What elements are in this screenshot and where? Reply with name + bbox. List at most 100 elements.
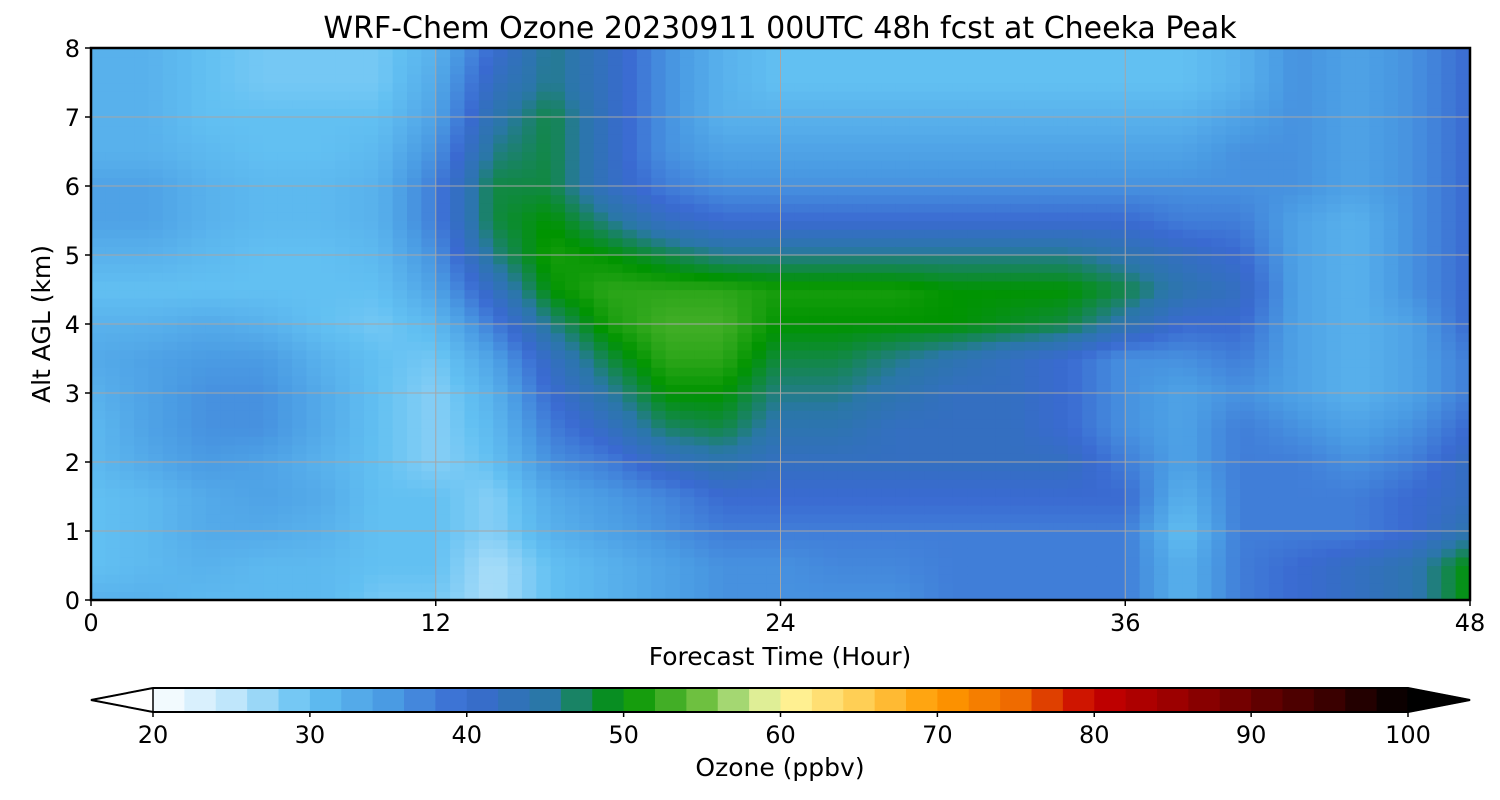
heatmap-cell bbox=[622, 306, 638, 316]
heatmap-cell bbox=[1441, 513, 1457, 523]
heatmap-cell bbox=[478, 203, 494, 213]
heatmap-cell bbox=[421, 341, 437, 351]
heatmap-cell bbox=[579, 574, 595, 584]
heatmap-cell bbox=[636, 272, 652, 282]
heatmap-cell bbox=[1125, 565, 1141, 575]
heatmap-cell bbox=[679, 280, 695, 291]
heatmap-cell bbox=[780, 203, 796, 213]
heatmap-cell bbox=[651, 168, 667, 178]
heatmap-cell bbox=[852, 436, 868, 446]
heatmap-cell bbox=[493, 531, 509, 541]
heatmap-cell bbox=[924, 177, 940, 187]
heatmap-cell bbox=[177, 565, 193, 575]
heatmap-cell bbox=[737, 539, 753, 549]
heatmap-cell bbox=[708, 151, 724, 161]
heatmap-cell bbox=[694, 539, 710, 549]
heatmap-cell bbox=[1426, 591, 1442, 600]
heatmap-cell bbox=[1383, 462, 1399, 472]
heatmap-cell bbox=[909, 427, 925, 437]
heatmap-cell bbox=[478, 513, 494, 523]
heatmap-cell bbox=[895, 203, 911, 213]
heatmap-cell bbox=[91, 341, 106, 351]
heatmap-cell bbox=[493, 548, 509, 558]
heatmap-cell bbox=[234, 255, 250, 265]
heatmap-cell bbox=[521, 168, 537, 178]
heatmap-cell bbox=[1096, 160, 1112, 170]
heatmap-cell bbox=[392, 470, 408, 480]
heatmap-cell bbox=[967, 375, 983, 385]
heatmap-cell bbox=[277, 298, 293, 308]
heatmap-cell bbox=[249, 220, 264, 230]
heatmap-cell bbox=[1398, 194, 1414, 204]
heatmap-cell bbox=[507, 315, 523, 325]
heatmap-cell bbox=[794, 220, 810, 230]
heatmap-cell bbox=[737, 401, 753, 411]
heatmap-cell bbox=[421, 453, 437, 463]
heatmap-cell bbox=[1096, 531, 1112, 541]
heatmap-cell bbox=[794, 203, 810, 213]
heatmap-cell bbox=[1211, 367, 1227, 377]
heatmap-cell bbox=[1211, 306, 1227, 316]
heatmap-cell bbox=[852, 401, 868, 411]
heatmap-cell bbox=[1455, 487, 1470, 498]
heatmap-cell bbox=[636, 151, 652, 161]
heatmap-cell bbox=[1340, 211, 1356, 222]
heatmap-cell bbox=[1067, 306, 1083, 316]
heatmap-cell bbox=[493, 556, 509, 567]
heatmap-cell bbox=[234, 410, 250, 420]
heatmap-cell bbox=[1297, 229, 1313, 239]
heatmap-cell bbox=[881, 255, 897, 265]
heatmap-cell bbox=[794, 358, 810, 368]
heatmap-cell bbox=[1268, 237, 1284, 247]
heatmap-cell bbox=[234, 513, 250, 523]
heatmap-cell bbox=[407, 462, 422, 472]
heatmap-cell bbox=[407, 358, 422, 368]
heatmap-cell bbox=[924, 401, 940, 411]
heatmap-cell bbox=[521, 531, 537, 541]
heatmap-cell bbox=[1153, 418, 1169, 429]
heatmap-cell bbox=[1383, 194, 1399, 204]
heatmap-cell bbox=[895, 513, 911, 523]
heatmap-cell bbox=[378, 453, 394, 463]
heatmap-cell bbox=[205, 211, 221, 222]
heatmap-cell bbox=[493, 211, 509, 222]
heatmap-cell bbox=[464, 375, 480, 385]
heatmap-cell bbox=[1039, 349, 1055, 360]
heatmap-cell bbox=[924, 591, 940, 600]
heatmap-cell bbox=[191, 237, 207, 247]
heatmap-cell bbox=[306, 375, 322, 385]
heatmap-cell bbox=[1326, 220, 1342, 230]
heatmap-cell bbox=[1326, 246, 1342, 256]
heatmap-cell bbox=[1268, 444, 1284, 454]
heatmap-cell bbox=[249, 203, 264, 213]
heatmap-cell bbox=[866, 479, 882, 489]
heatmap-cell bbox=[292, 367, 308, 377]
heatmap-cell bbox=[521, 237, 537, 247]
heatmap-cell bbox=[177, 531, 193, 541]
heatmap-cell bbox=[1153, 522, 1169, 532]
heatmap-cell bbox=[162, 160, 178, 170]
heatmap-cell bbox=[1240, 168, 1256, 178]
heatmap-cell bbox=[1398, 496, 1414, 506]
heatmap-cell bbox=[1096, 358, 1112, 368]
heatmap-cell bbox=[1412, 418, 1428, 429]
heatmap-cell bbox=[1340, 410, 1356, 420]
heatmap-cell bbox=[579, 280, 595, 291]
heatmap-cell bbox=[1110, 539, 1126, 549]
heatmap-cell bbox=[1369, 306, 1385, 316]
heatmap-cell bbox=[622, 186, 638, 196]
heatmap-cell bbox=[723, 462, 738, 472]
heatmap-cell bbox=[823, 367, 839, 377]
heatmap-cell bbox=[550, 410, 566, 420]
heatmap-cell bbox=[478, 177, 494, 187]
heatmap-cell bbox=[119, 168, 135, 178]
heatmap-cell bbox=[91, 565, 106, 575]
heatmap-cell bbox=[1283, 401, 1299, 411]
heatmap-cell bbox=[1297, 531, 1313, 541]
heatmap-cell bbox=[651, 237, 667, 247]
heatmap-cell bbox=[335, 315, 351, 325]
heatmap-cell bbox=[636, 289, 652, 299]
heatmap-cell bbox=[1125, 427, 1141, 437]
heatmap-cell bbox=[478, 194, 494, 204]
heatmap-cell bbox=[1268, 470, 1284, 480]
